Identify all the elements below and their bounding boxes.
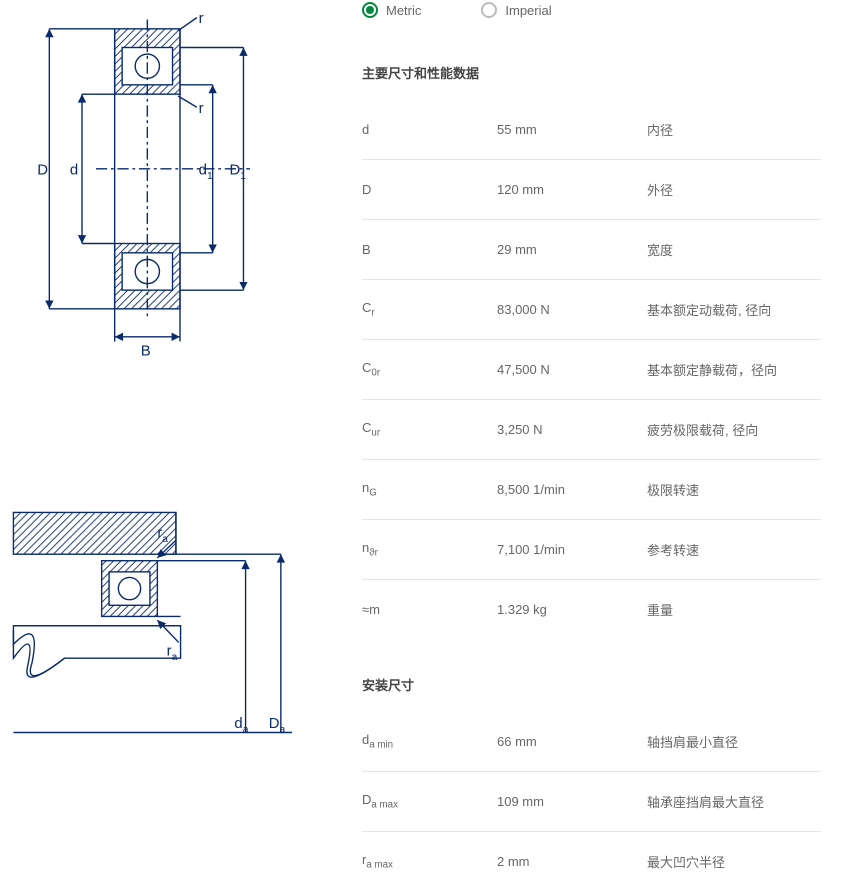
- spec-description: 内径: [647, 100, 821, 160]
- unit-metric-option[interactable]: Metric: [362, 2, 421, 18]
- diagram-mounting-dimensions: ra ra da Da: [12, 505, 292, 765]
- table-row: B29 mm宽度: [362, 220, 821, 280]
- dim-label-r2: r: [199, 100, 204, 117]
- spec-value: 7,100 1/min: [497, 520, 647, 580]
- spec-symbol: da min: [362, 712, 497, 772]
- spec-table-mounting: da min66 mm轴挡肩最小直径Da max109 mm轴承座挡肩最大直径r…: [362, 712, 821, 891]
- spec-symbol: Da max: [362, 772, 497, 832]
- table-row: da min66 mm轴挡肩最小直径: [362, 712, 821, 772]
- spec-description: 极限转速: [647, 460, 821, 520]
- spec-description: 轴挡肩最小直径: [647, 712, 821, 772]
- spec-column: Metric Imperial 主要尺寸和性能数据 d55 mm内径D120 m…: [322, 0, 841, 891]
- table-row: ≈m1.329 kg重量: [362, 580, 821, 640]
- table-row: d55 mm内径: [362, 100, 821, 160]
- dim-ra2-sub: a: [172, 652, 178, 663]
- dim-label-B: B: [141, 343, 151, 360]
- spec-description: 宽度: [647, 220, 821, 280]
- spec-value: 1.329 kg: [497, 580, 647, 640]
- spec-table-main: d55 mm内径D120 mm外径B29 mm宽度Cr83,000 N基本额定动…: [362, 100, 821, 639]
- spec-value: 29 mm: [497, 220, 647, 280]
- dim-Da-main: D: [269, 716, 280, 732]
- spec-value: 3,250 N: [497, 400, 647, 460]
- dim-Da-sub: a: [280, 725, 286, 736]
- spec-symbol: Cr: [362, 280, 497, 340]
- unit-metric-label: Metric: [386, 3, 421, 18]
- table-row: Cr83,000 N基本额定动载荷, 径向: [362, 280, 821, 340]
- spec-description: 参考转速: [647, 520, 821, 580]
- spec-description: 基本额定静载荷，径向: [647, 340, 821, 400]
- spec-description: 重量: [647, 580, 821, 640]
- svg-text:d1: d1: [199, 161, 213, 182]
- radio-checked-icon: [362, 2, 378, 18]
- spec-description: 轴承座挡肩最大直径: [647, 772, 821, 832]
- section-title-main: 主要尺寸和性能数据: [362, 63, 821, 100]
- spec-symbol: B: [362, 220, 497, 280]
- spec-symbol: D: [362, 160, 497, 220]
- table-row: C0r47,500 N基本额定静载荷，径向: [362, 340, 821, 400]
- dim-label-D1-main: D: [229, 161, 240, 178]
- spec-description: 疲劳极限载荷, 径向: [647, 400, 821, 460]
- dim-da-sub: a: [243, 725, 249, 736]
- dim-label-d: d: [70, 161, 78, 178]
- radio-unchecked-icon: [481, 2, 497, 18]
- table-row: nG8,500 1/min极限转速: [362, 460, 821, 520]
- spec-value: 2 mm: [497, 832, 647, 891]
- dim-label-D1-sub: 1: [240, 171, 246, 182]
- table-row: Cur3,250 N疲劳极限载荷, 径向: [362, 400, 821, 460]
- table-row: ra max2 mm最大凹穴半径: [362, 832, 821, 891]
- spec-value: 55 mm: [497, 100, 647, 160]
- table-row: Da max109 mm轴承座挡肩最大直径: [362, 772, 821, 832]
- spec-value: 8,500 1/min: [497, 460, 647, 520]
- dim-da: d: [234, 716, 242, 732]
- spec-value: 83,000 N: [497, 280, 647, 340]
- unit-imperial-option[interactable]: Imperial: [481, 2, 551, 18]
- unit-toggle: Metric Imperial: [362, 0, 821, 18]
- spec-value: 47,500 N: [497, 340, 647, 400]
- table-row: nϑr7,100 1/min参考转速: [362, 520, 821, 580]
- spec-symbol: Cur: [362, 400, 497, 460]
- spec-value: 66 mm: [497, 712, 647, 772]
- section-title-mounting: 安装尺寸: [362, 675, 821, 712]
- dim-label-r1: r: [199, 10, 204, 27]
- dim-label-d1: d: [199, 161, 207, 178]
- spec-description: 外径: [647, 160, 821, 220]
- diagram-bearing-dimensions: D d d1 D1 B r r: [12, 10, 292, 365]
- spec-symbol: d: [362, 100, 497, 160]
- spec-symbol: ra max: [362, 832, 497, 891]
- spec-symbol: ≈m: [362, 580, 497, 640]
- dim-ra1-sub: a: [162, 534, 168, 545]
- unit-imperial-label: Imperial: [505, 3, 551, 18]
- spec-symbol: nϑr: [362, 520, 497, 580]
- dim-label-d1-sub: 1: [207, 171, 213, 182]
- spec-description: 基本额定动载荷, 径向: [647, 280, 821, 340]
- spec-symbol: nG: [362, 460, 497, 520]
- spec-value: 120 mm: [497, 160, 647, 220]
- spec-value: 109 mm: [497, 772, 647, 832]
- spec-symbol: C0r: [362, 340, 497, 400]
- table-row: D120 mm外径: [362, 160, 821, 220]
- spec-description: 最大凹穴半径: [647, 832, 821, 891]
- dim-label-D: D: [37, 161, 48, 178]
- diagrams-column: D d d1 D1 B r r: [12, 0, 322, 891]
